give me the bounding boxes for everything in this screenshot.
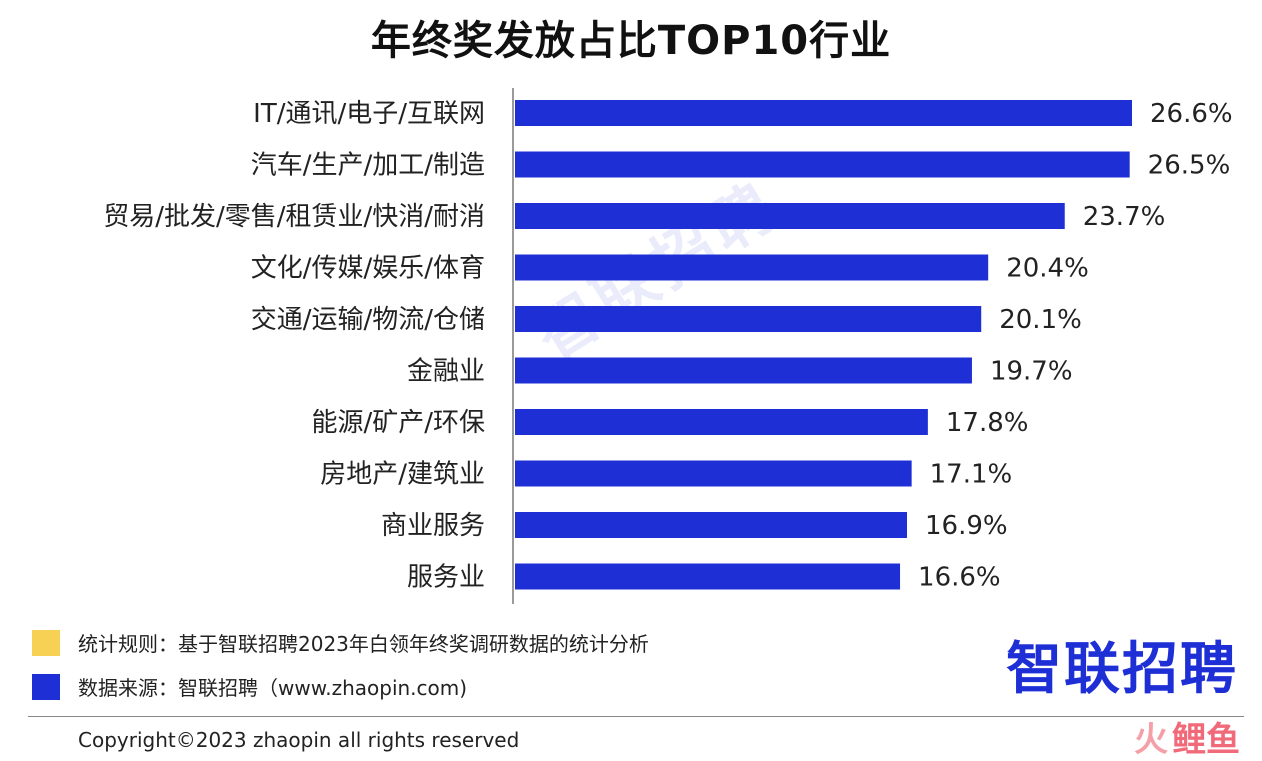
value-label: 16.6% bbox=[918, 563, 1001, 593]
bar bbox=[515, 512, 908, 538]
legend-item-source: 数据来源：智联招聘（www.zhaopin.com) bbox=[32, 672, 467, 701]
corner-watermark-text: 鲤鱼 bbox=[1172, 719, 1240, 760]
bar bbox=[515, 100, 1132, 126]
bar bbox=[515, 306, 982, 332]
value-label: 26.6% bbox=[1150, 99, 1233, 129]
category-label: 文化/传媒/娱乐/体育 bbox=[251, 254, 485, 284]
category-label: 房地产/建筑业 bbox=[320, 460, 485, 490]
bar bbox=[515, 254, 989, 281]
bar bbox=[515, 357, 972, 384]
brand-logo: 智联招聘 bbox=[1006, 637, 1238, 702]
category-label: 贸易/批发/零售/租赁业/快消/耐消 bbox=[103, 202, 485, 232]
bar-chart: IT/通讯/电子/互联网 26.6% 汽车/生产/加工/制造 26.5% 贸易/批发/零… bbox=[103, 88, 1233, 604]
copyright-text: Copyright©2023 zhaopin all rights reserv… bbox=[78, 728, 520, 752]
footer-divider bbox=[28, 716, 1244, 717]
value-label: 16.9% bbox=[925, 511, 1008, 541]
bar bbox=[515, 563, 901, 590]
legend-swatch-yellow bbox=[32, 629, 60, 656]
value-label: 19.7% bbox=[990, 357, 1073, 387]
category-label: 汽车/生产/加工/制造 bbox=[251, 151, 485, 181]
value-label: 17.8% bbox=[946, 408, 1029, 438]
legend-swatch-blue bbox=[32, 673, 60, 700]
category-label: 交通/运输/物流/仓储 bbox=[251, 305, 485, 335]
legend-item-rule: 统计规则：基于智联招聘2023年白领年终奖调研数据的统计分析 bbox=[32, 628, 649, 657]
category-label: 能源/矿产/环保 bbox=[311, 408, 485, 438]
bar bbox=[515, 460, 912, 487]
bar bbox=[515, 151, 1130, 178]
chart-title: 年终奖发放占比TOP10行业 bbox=[370, 18, 892, 64]
legend-label-source: 数据来源：智联招聘（www.zhaopin.com) bbox=[78, 676, 468, 700]
value-label: 20.1% bbox=[999, 305, 1082, 335]
bars-group: IT/通讯/电子/互联网 26.6% 汽车/生产/加工/制造 26.5% 贸易/批发/零… bbox=[103, 88, 1233, 604]
category-label: IT/通讯/电子/互联网 bbox=[253, 99, 485, 129]
value-label: 26.5% bbox=[1148, 151, 1231, 181]
value-label: 23.7% bbox=[1083, 202, 1166, 232]
corner-watermark-mark: 火 bbox=[1134, 719, 1168, 760]
corner-watermark-logo: 火 鲤鱼 bbox=[1134, 716, 1240, 760]
value-label: 17.1% bbox=[930, 460, 1013, 490]
bar bbox=[515, 203, 1065, 229]
category-label: 金融业 bbox=[407, 357, 485, 387]
legend-label-rule: 统计规则：基于智联招聘2023年白领年终奖调研数据的统计分析 bbox=[78, 632, 649, 656]
category-label: 商业服务 bbox=[381, 511, 485, 541]
bar bbox=[515, 409, 928, 435]
category-label: 服务业 bbox=[407, 563, 485, 593]
value-label: 20.4% bbox=[1006, 254, 1089, 284]
